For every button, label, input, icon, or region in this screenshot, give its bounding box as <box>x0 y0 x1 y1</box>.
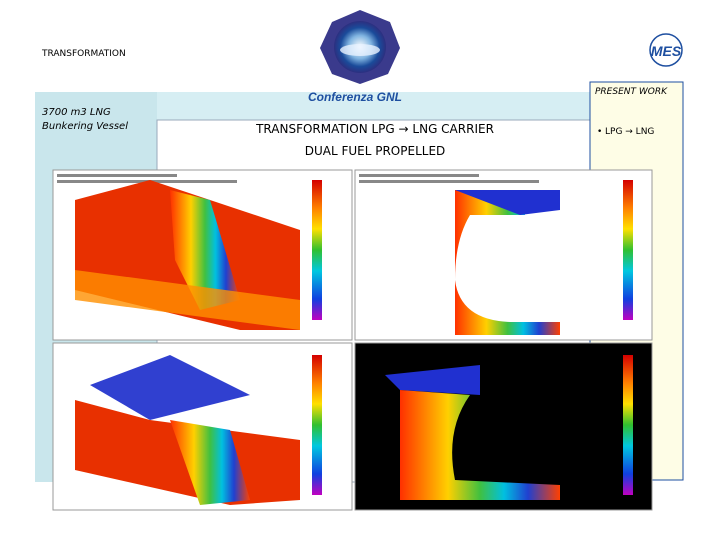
banner-text: Conferenza GNL <box>308 90 402 104</box>
right-panel-head: PRESENT WORK <box>595 87 667 97</box>
right-panel-title: PRESENT WORK <box>595 87 667 97</box>
main-subtitle: DUAL FUEL PROPELLED <box>305 144 446 158</box>
main-title: TRANSFORMATION LPG → LNG CARRIER <box>255 122 494 136</box>
bullet-dot: • <box>597 127 602 137</box>
sidebar-text: 3700 m3 LNG Bunkering Vessel <box>42 107 128 132</box>
banner <box>157 92 590 120</box>
company-logo: MES <box>649 33 683 67</box>
svg-text:MES: MES <box>651 43 682 59</box>
fem-image <box>52 169 353 341</box>
logo <box>320 10 400 84</box>
fem-image <box>354 169 653 341</box>
sidebar-title: 3700 m3 LNG Bunkering Vessel <box>42 107 128 132</box>
bullet: LPG → LNG <box>605 127 654 137</box>
fem-image <box>354 342 653 511</box>
fem-image <box>52 342 353 511</box>
section-label: TRANSFORMATION <box>41 49 126 59</box>
